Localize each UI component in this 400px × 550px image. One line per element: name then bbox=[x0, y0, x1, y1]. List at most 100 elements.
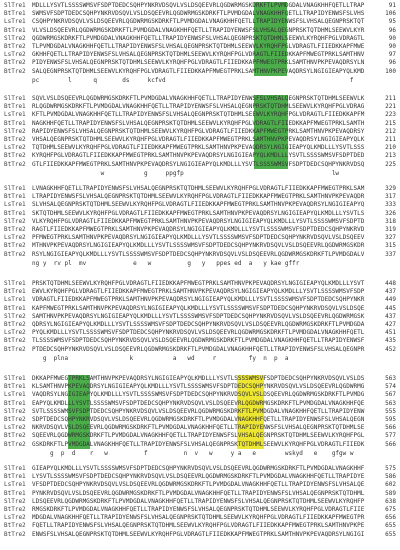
alignment-row: BtTre1 VLVSLDSQEEVRLQGDWRMGSKDRKFTLPVMDGD… bbox=[0, 27, 400, 34]
sequence-end-position: 215 bbox=[385, 119, 396, 127]
sequence-residues: TQTDHMLSEEWVLKYRQHFPGLVDRAGTLFIIEDKKAPFM… bbox=[32, 144, 365, 152]
sequence-end-position: 655 bbox=[385, 522, 396, 530]
sequence-residues: KFTLPVMDGDALVNAGKHHFQETLLTRAPIDYENWSFSLV… bbox=[32, 111, 365, 119]
sequence-residues: PRSKTQTDHMLSEEWVLKYRQHFPGLVDRAGTLFIIEDKK… bbox=[32, 280, 365, 287]
alignment-row: BtTre2 MTHNVPKPEVAQDRSYLNGIGIEAPYQLKMDLLL… bbox=[0, 242, 400, 249]
consensus-line: ng y rv pl mv e w g y ppes ed a y kae gf… bbox=[32, 259, 367, 267]
alignment-row: BtTre2 QDRSYLNGIGIEAPYQLKMDLLLYSVTLSSSSWM… bbox=[0, 321, 400, 328]
sequence-residues: QGDWRMGSKDRKFTLPVMDGDALVNAGKHHFQETLLTRAP… bbox=[32, 34, 365, 42]
sequence-name: BtTre2 bbox=[4, 67, 26, 75]
sequence-residues: LYSVTLSSSSWMSVFSDPTDEDCSQHPYNKRVDSQVLVSL… bbox=[32, 473, 365, 481]
alignment-row: LsTre1 VDRAGTLFIIEDKKAPFMWEGTPRKLSAMTHNVP… bbox=[0, 296, 400, 303]
sequence-name: BtTre2 bbox=[4, 522, 26, 530]
sequence-end-position: 655 bbox=[385, 530, 396, 538]
sequence-residues: GKHHFQETLLTRAPIDYENWSFSLVHSALQEGNPRSKTQT… bbox=[32, 51, 365, 59]
sequence-residues: QDRSYLNGIGIEAPYQLKMDLLLYSVTLSSSSWMSVFSDP… bbox=[32, 321, 365, 328]
alignment-row: BtTre1 EAPYQLKMDLLLYSVTLSSSSWMSVFSDPTDEDC… bbox=[0, 400, 400, 407]
sequence-residues: ENWSFSLVHSALQEGNPRSKTQTDHMLSEEWVLKYRQHFP… bbox=[32, 530, 365, 538]
sequence-residues: RAGTLFIIEDKKAPFMWEGTPRKLSAMTHNVPKPEVAQDR… bbox=[32, 226, 365, 233]
conserved-motif-highlight bbox=[254, 95, 288, 169]
sequence-name: SlTre1 bbox=[4, 95, 26, 102]
alignment-row: SlTre1 LVNAGKHHFQETLLTRAPIDYENWSFSLVHSALQ… bbox=[0, 185, 400, 192]
sequence-residues: SALQEGNPRSKTQTDHMLSEEWVLKYRQHFPGLVDRAGTL… bbox=[32, 67, 365, 75]
alignment-row: BtTre1 NAGKHHFQETLLTRAPIDYENWSFSLVHSALQEG… bbox=[0, 120, 400, 127]
sequence-end-position: 337 bbox=[385, 250, 396, 258]
sequence-name: BtTre2 bbox=[4, 506, 26, 513]
sequence-end-position: 333 bbox=[385, 201, 396, 209]
sequence-residues: SAMTHNVPKPEVAQDRSYLNGIGIEAPYQLKMDLLLYSVT… bbox=[32, 312, 365, 320]
sequence-residues: VHSALQEGNPRSKTQTDHMLSEEWVLKYRQHFPGLVDRAG… bbox=[32, 136, 365, 143]
consensus-line: w g ppgfp lw bbox=[32, 169, 367, 177]
sequence-end-position: 326 bbox=[385, 209, 396, 217]
consensus-line: pc l q ds kcfvd f bbox=[32, 76, 367, 84]
sequence-end-position: 445 bbox=[385, 304, 396, 312]
sequence-residues: MTHNVPKPEVAQDRSYLNGIGIEAPYQLKMDLLLYSVTLS… bbox=[32, 242, 365, 250]
sequence-residues: VDRAGTLFIIEDKKAPFMWEGTPRKLSAMTHNVPKPEVAQ… bbox=[32, 296, 365, 304]
sequence-residues: MDLLLYSVTLSSSSWMSVFSDPTDEDCSQHPYNKRVDSQV… bbox=[32, 2, 365, 9]
sequence-end-position: 574 bbox=[385, 383, 396, 391]
alignment-row: SlTre2 RAPIDYENWSFSLVHSALQEGNPRSKTQTDHMLS… bbox=[0, 128, 400, 135]
sequence-end-position: 327 bbox=[385, 234, 396, 242]
sequence-residues: SQVLVSLDSQEEVRLQGDWRMGSKDRKFTLPVMDGDALVN… bbox=[32, 95, 365, 102]
sequence-end-position: 586 bbox=[385, 473, 396, 481]
sequence-residues: LTRAPIDYENWSFSLVHSALQEGNPRSKTQTDHMLSEEWV… bbox=[32, 193, 365, 201]
sequence-end-position: 315 bbox=[385, 242, 396, 250]
sequence-name: SlTre2 bbox=[4, 497, 26, 505]
sequence-name: BtTre2 bbox=[4, 136, 26, 143]
sequence-residues: GSKDRKFTLPVMDGDALVNAGKHHFQETLLTRAPIDYENW… bbox=[32, 440, 365, 448]
alignment-row: SlTre1 MDLLLYSVTLSSSSWMSVFSDPTDEDCSQHPYNK… bbox=[0, 2, 400, 9]
alignment-row: LsTre1 SLVHSALQEGNPRSKTQTDHMLSEEWVLKYRQHF… bbox=[0, 201, 400, 208]
sequence-residues: VFSDPTDEDCSQHPYNKRVDSQVLVSLDSQEEVRLQGDWR… bbox=[32, 481, 365, 489]
alignment-row: SlTre2 LDSQEEVRLQGDWRMGSKDRKFTLPVMDGDALVN… bbox=[0, 498, 400, 505]
sequence-end-position: 575 bbox=[385, 465, 396, 472]
sequence-residues: NAGKHHFQETLLTRAPIDYENWSFSLVHSALQEGNPRSKT… bbox=[32, 119, 365, 127]
alignment-row: LsTre2 TQTDHMLSEEWVLKYRQHFPGLVDRAGTLFIIED… bbox=[0, 144, 400, 151]
sequence-residues: PFMWEGTPRKLSAMTHNVPKPEVAQDRSYLNGIGIEAPYQ… bbox=[32, 234, 365, 242]
sequence-end-position: 555 bbox=[385, 407, 396, 415]
sequence-residues: SWMSVFSDPTDEDCSQHPYNKRVDSQVLVSLDSQEEVRLQ… bbox=[32, 10, 365, 18]
sequence-end-position: 90 bbox=[388, 43, 396, 50]
alignment-row: LsTre1 KFTLPVMDGDALVNAGKHHFQETLLTRAPIDYEN… bbox=[0, 111, 400, 118]
sequence-residues: KAPFMWEGTPRKLSAMTHNVPKPEVAQDRSYLNGIGIEAP… bbox=[32, 304, 365, 312]
sequence-end-position: 566 bbox=[385, 424, 396, 432]
sequence-end-position: 602 bbox=[385, 481, 396, 489]
sequence-name: BtTre1 bbox=[4, 103, 26, 111]
sequence-residues: RLQGDWRMGSKDRKFTLPVMDGDALVNAGKHHFQETLLTR… bbox=[32, 103, 365, 111]
sequence-residues: TLPVMDGDALVNAGKHHFQETLLTRAPIDYENWSFSLVHS… bbox=[32, 43, 365, 50]
alignment-row: LsTre1 VAQDRSYLNGIGIEAPYQLKMDLLLYSVTLSSSS… bbox=[0, 391, 400, 398]
sequence-residues: GTLFIIEDKKAPFMWEGTPRKLSAMTHNVPKPEVAQDRSY… bbox=[32, 160, 365, 168]
sequence-end-position: 211 bbox=[385, 136, 396, 143]
alignment-row: BtTre2 TLSSSSWMSVFSDPTDEDCSQHPYNKRVDSQVLV… bbox=[0, 337, 400, 344]
alignment-row: SlTre1 GIEAPYQLKMDLLLYSVTLSSSSWMSVFSDPTDE… bbox=[0, 465, 400, 472]
sequence-residues: NKRVDSQVLVSLDSQEEVRLQGDWRMGSKDRKFTLPVMDG… bbox=[32, 424, 365, 432]
sequence-residues: SLVHSALQEGNPRSKTQTDHMLSEEWVLKYRQHFPGLVDR… bbox=[32, 201, 365, 209]
sequence-end-position: 106 bbox=[385, 10, 396, 18]
sequence-name: BtTre1 bbox=[4, 399, 26, 407]
sequence-end-position: 437 bbox=[385, 312, 396, 320]
sequence-name: BtTre2 bbox=[4, 152, 26, 160]
sequence-residues: MDGDALVNAGKHHFQETLLTRAPIDYENWSFSLVHSALQE… bbox=[32, 514, 365, 522]
sequence-residues: PTDEDCSQHPYNKRVDSQVLVSLDSQEEVRLQGDWRMGSK… bbox=[32, 345, 365, 353]
sequence-name: SlTre1 bbox=[4, 375, 26, 382]
consensus-line: g p d r w f n v w y a e wskyd e gfgw w bbox=[32, 449, 367, 457]
sequence-name: BtTre2 bbox=[4, 432, 26, 440]
sequence-residues: SDPTDEDCSQHPYNKRVDSQVLVSLDSQEEVRLQGDWRMG… bbox=[32, 416, 365, 423]
sequence-name: LsTre1 bbox=[4, 481, 26, 489]
sequence-end-position: 451 bbox=[385, 329, 396, 337]
sequence-name: BtTre2 bbox=[4, 250, 26, 258]
sequence-name: SlTre2 bbox=[4, 217, 26, 225]
alignment-row: LsTre2 PFMWEGTPRKLSAMTHNVPKPEVAQDRSYLNGIG… bbox=[0, 234, 400, 241]
alignment-row: BtTre1 SWMSVFSDPTDEDCSQHPYNKRVDSQVLVSLDSQ… bbox=[0, 10, 400, 17]
sequence-name: BtTre2 bbox=[4, 59, 26, 67]
sequence-end-position: 91 bbox=[388, 2, 396, 9]
sequence-end-position: 96 bbox=[388, 26, 396, 34]
consensus-line: g plna k a wd r fy n p a bbox=[32, 354, 367, 362]
sequence-name: BtTre2 bbox=[4, 226, 26, 233]
alignment-row: BtTre1 KLSAMTHNVPKPEVAQDRSYLNGIGIEAPYQLKM… bbox=[0, 383, 400, 390]
sequence-name: BtTre2 bbox=[4, 416, 26, 423]
alignment-row: LsTre1 VFSDPTDEDCSQHPYNKRVDSQVLVSLDSQEEVR… bbox=[0, 481, 400, 488]
sequence-name: LsTre2 bbox=[4, 234, 26, 242]
alignment-row: BtTre2 RAGTLFIIEDKKAPFMWEGTPRKLSAMTHNVPKP… bbox=[0, 226, 400, 233]
sequence-residues: FQETLLTRAPIDYENWSFSLVHSALQEGNPRSKTQTDHML… bbox=[32, 522, 365, 530]
